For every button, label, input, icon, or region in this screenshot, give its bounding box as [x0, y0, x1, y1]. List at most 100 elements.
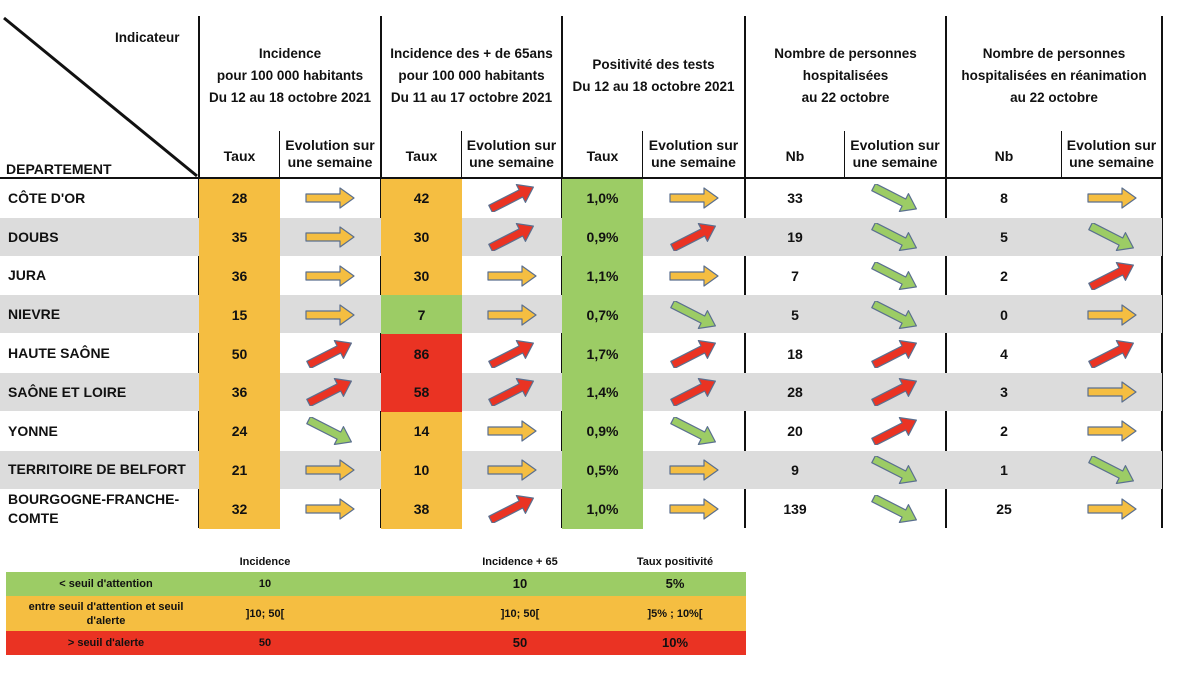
trend-down-arrow-icon — [666, 299, 722, 329]
trend-up-arrow-icon — [1084, 261, 1140, 292]
trend-flat-arrow-icon — [302, 223, 358, 251]
level-fill-yellow — [199, 217, 280, 258]
value-cell: 21 — [231, 461, 248, 478]
subheader-value: Nb — [994, 148, 1014, 164]
subheader-evolution: Evolution sur une semaine — [285, 137, 375, 170]
level-fill-yellow — [199, 256, 280, 296]
level-fill-red — [381, 334, 462, 374]
trend-flat-arrow-icon — [666, 184, 722, 212]
trend-flat-arrow-icon — [666, 456, 722, 484]
legend-column-header: Incidence — [239, 556, 291, 568]
table-row: YONNE 24 14 0,9% 20 2 — [0, 411, 1162, 452]
value-cell: 0,9% — [586, 229, 619, 246]
trend-flat-arrow-icon — [666, 262, 722, 290]
legend-label: entre seuil d'attention et seuil d'alert… — [28, 600, 184, 627]
value-cell: 1,0% — [586, 190, 619, 207]
trend-flat-arrow-icon — [484, 262, 540, 290]
trend-flat-arrow-icon — [302, 184, 358, 212]
table-row: NIEVRE 15 7 0,7% 5 0 — [0, 295, 1162, 335]
level-fill-yellow — [199, 450, 280, 490]
header-group-title: Incidence des + de 65ans pour 100 000 hab… — [381, 43, 562, 109]
table-row: CÔTE D'OR 28 42 1,0% 33 8 — [0, 179, 1162, 219]
department-name: TERRITOIRE DE BELFORT — [8, 461, 186, 478]
header-group-line: hospitalisées en réanimation — [961, 68, 1147, 83]
legend-label: > seuil d'alerte — [67, 637, 145, 649]
table-row: HAUTE SAÔNE 50 86 1,7% 18 4 — [0, 334, 1162, 374]
trend-down-arrow-icon — [1084, 454, 1140, 485]
value-cell: 1 — [1000, 461, 1008, 478]
value-cell: 19 — [787, 229, 803, 246]
header-bottom-line — [0, 177, 1163, 179]
table-divider — [945, 16, 947, 528]
level-fill-yellow — [199, 295, 280, 335]
value-cell: 1,0% — [586, 500, 619, 517]
table-divider — [744, 16, 746, 528]
trend-flat-arrow-icon — [1084, 378, 1140, 406]
trend-up-arrow-icon — [867, 378, 923, 408]
trend-up-arrow-icon — [867, 339, 923, 369]
trend-flat-arrow-icon — [1084, 301, 1140, 329]
level-fill-yellow — [381, 411, 462, 452]
trend-flat-arrow-icon — [302, 456, 358, 484]
level-fill-yellow — [199, 489, 280, 529]
value-cell: 42 — [413, 190, 430, 207]
trend-up-arrow-icon — [1084, 339, 1140, 369]
department-name: YONNE — [8, 422, 58, 439]
level-fill-green — [562, 334, 643, 374]
level-fill-yellow — [199, 179, 280, 219]
trend-flat-arrow-icon — [484, 417, 540, 445]
value-cell: 28 — [231, 190, 248, 207]
trend-down-arrow-icon — [867, 299, 923, 329]
trend-down-arrow-icon — [1084, 222, 1140, 252]
value-cell: 20 — [787, 423, 803, 440]
trend-up-arrow-icon — [666, 223, 722, 253]
header-group-line: Du 12 au 18 octobre 2021 — [572, 79, 735, 94]
department-name: JURA — [8, 267, 47, 284]
header-corner: Indicateur DEPARTEMENT — [0, 12, 199, 178]
value-cell: 7 — [417, 306, 426, 323]
trend-flat-arrow-icon — [302, 495, 358, 523]
legend-threshold-value: 10 — [258, 578, 272, 590]
trend-down-arrow-icon — [867, 454, 923, 485]
trend-down-arrow-icon — [867, 183, 923, 213]
corner-diagonal-line — [3, 16, 198, 178]
legend-threshold-value: 10 — [512, 576, 528, 591]
trend-up-arrow-icon — [302, 378, 358, 408]
header-group-line: pour 100 000 habitants — [216, 68, 364, 83]
level-fill-green — [562, 450, 643, 490]
subheader-divider — [844, 131, 845, 178]
value-cell: 3 — [1000, 384, 1008, 401]
trend-up-arrow-icon — [484, 223, 540, 253]
value-cell: 0,5% — [586, 461, 619, 478]
header-group-line: hospitalisées — [802, 68, 889, 83]
subheader-divider — [1061, 131, 1062, 178]
value-cell: 15 — [231, 306, 248, 323]
subheader-evolution: Evolution sur une semaine — [1066, 137, 1157, 170]
value-cell: 0,9% — [586, 423, 619, 440]
legend-column-header: Taux positivité — [636, 556, 714, 568]
department-name: BOURGOGNE-FRANCHE-COMTE — [8, 490, 180, 526]
trend-up-arrow-icon — [484, 339, 540, 369]
value-cell: 1,1% — [586, 267, 619, 284]
level-fill-red — [381, 373, 462, 413]
subheader-value: Taux — [223, 148, 256, 164]
value-cell: 38 — [413, 500, 430, 517]
value-cell: 8 — [1000, 190, 1008, 207]
trend-up-arrow-icon — [484, 378, 540, 408]
value-cell: 10 — [413, 461, 430, 478]
value-cell: 1,4% — [586, 384, 619, 401]
level-fill-green — [562, 256, 643, 296]
level-fill-yellow — [199, 411, 280, 452]
subheader-divider — [279, 131, 280, 178]
indicateur-label: Indicateur — [115, 30, 180, 45]
level-fill-green — [562, 217, 643, 258]
table-row: BOURGOGNE-FRANCHE-COMTE 32 38 1,0% 139 25 — [0, 489, 1162, 529]
table-row: DOUBS 35 30 0,9% 19 5 — [0, 217, 1162, 258]
level-fill-green — [381, 295, 462, 335]
legend-row-red: > seuil d'alerte 50 50 10% — [6, 631, 746, 655]
header-group-title: Nombre de personnes hospitalisées au 22 oc… — [745, 43, 946, 109]
trend-up-arrow-icon — [867, 417, 923, 447]
value-cell: 24 — [231, 423, 248, 440]
header-group-line: Positivité des tests — [592, 57, 715, 72]
level-fill-green — [562, 295, 643, 335]
